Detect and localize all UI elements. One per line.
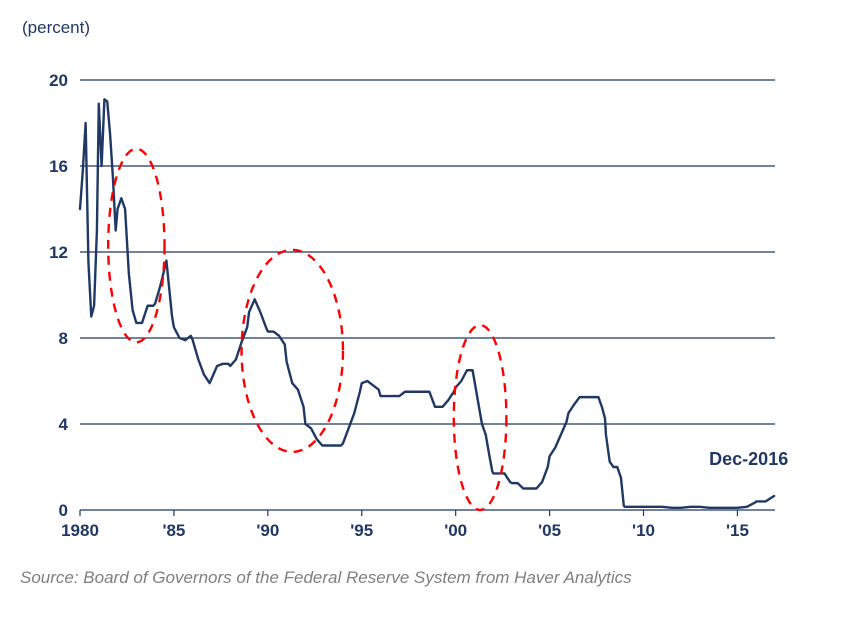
chart-svg: 0 4 8 12 16 20 1980 '85 '90 '95 '00 '05 '10 '15 Dec-20… xyxy=(0,0,845,625)
highlight-ellipse xyxy=(242,250,343,452)
y-axis-title: (percent) xyxy=(22,18,90,38)
x-tick-label: 1980 xyxy=(61,521,99,540)
x-tick-label: '10 xyxy=(632,521,655,540)
y-tick-label: 20 xyxy=(49,71,68,90)
y-tick-label: 4 xyxy=(59,415,69,434)
y-tick-label: 16 xyxy=(49,157,68,176)
chart-container: (percent) 0 4 8 12 16 20 1980 '85 '90 '95 '00 '05 '1… xyxy=(0,0,845,625)
y-tick-label: 12 xyxy=(49,243,68,262)
x-tick-label: '05 xyxy=(538,521,561,540)
x-tick-label: '15 xyxy=(726,521,749,540)
data-series-line xyxy=(80,99,774,508)
y-tick-label: 8 xyxy=(59,329,68,348)
x-tick-label: '90 xyxy=(256,521,279,540)
highlight-ellipse xyxy=(108,149,164,342)
source-note: Source: Board of Governors of the Federa… xyxy=(20,568,632,588)
x-tick-label: '00 xyxy=(444,521,467,540)
annotation-label: Dec-2016 xyxy=(709,449,788,469)
x-tick-label: '85 xyxy=(162,521,185,540)
y-tick-label: 0 xyxy=(59,501,68,520)
x-tick-label: '95 xyxy=(350,521,373,540)
